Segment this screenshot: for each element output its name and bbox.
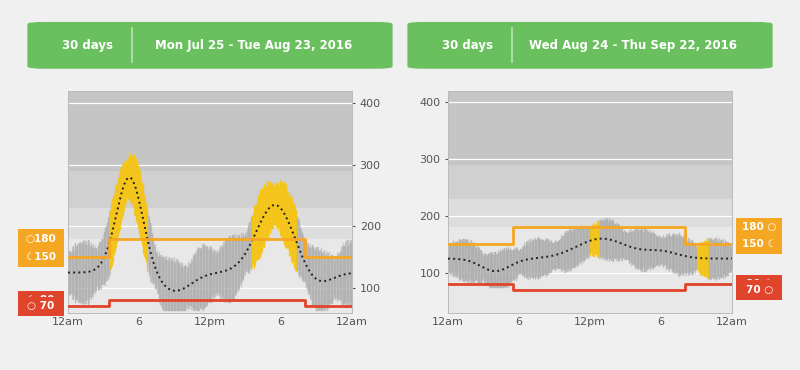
FancyBboxPatch shape [734,217,785,238]
Text: ○ 70: ○ 70 [27,302,54,312]
Text: Wed Aug 24 - Thu Sep 22, 2016: Wed Aug 24 - Thu Sep 22, 2016 [529,39,737,52]
Text: 30 days: 30 days [442,39,493,52]
Bar [448,199,732,227]
Text: 150 ☾: 150 ☾ [742,239,777,249]
Bar [448,165,732,199]
Text: 80 ☾: 80 ☾ [746,279,773,289]
Text: 70 ○: 70 ○ [746,285,773,295]
Text: 180 ○: 180 ○ [742,222,776,232]
Bar [68,208,352,239]
FancyBboxPatch shape [15,228,66,249]
Text: 30 days: 30 days [62,39,113,52]
Text: Mon Jul 25 - Tue Aug 23, 2016: Mon Jul 25 - Tue Aug 23, 2016 [154,39,352,52]
Text: ☾ 80: ☾ 80 [27,295,54,305]
Bar [68,91,352,171]
Text: ○180: ○180 [26,233,56,244]
FancyBboxPatch shape [15,296,66,317]
FancyBboxPatch shape [734,280,785,300]
FancyBboxPatch shape [407,22,773,69]
Bar [68,171,352,208]
FancyBboxPatch shape [15,247,66,268]
FancyBboxPatch shape [27,22,393,69]
Text: ☾150: ☾150 [26,252,56,262]
FancyBboxPatch shape [15,290,66,310]
Bar [448,91,732,165]
FancyBboxPatch shape [734,234,785,255]
FancyBboxPatch shape [734,274,785,295]
